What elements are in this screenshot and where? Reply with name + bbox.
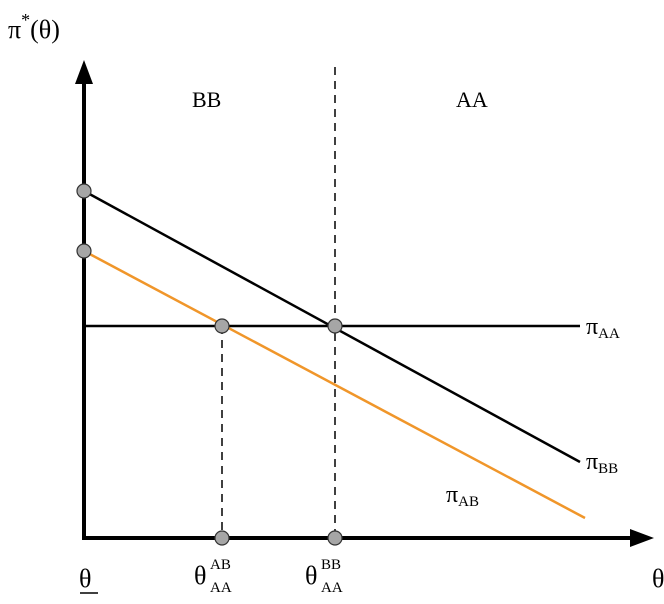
label-pi-aa-sub: AA [598, 326, 620, 342]
threshold-label-ab-sub: AA [210, 580, 232, 596]
label-pi-ab-base: π [446, 482, 458, 508]
threshold-label-ab-sup: AB [210, 557, 231, 573]
region-label-bb: BB [192, 87, 221, 112]
y-axis-label-base: π [8, 15, 21, 44]
threshold-label-bb-sub: AA [321, 580, 343, 596]
label-pi-aa: πAA [586, 314, 620, 342]
x-min-label: θ [79, 564, 91, 593]
threshold-label-bb-sup: BB [321, 557, 341, 573]
pi-ab-line [83, 249, 586, 520]
label-pi-ab-sub: AB [458, 494, 479, 510]
point-theta-ab-on-axis [214, 530, 230, 546]
label-pi-aa-base: π [586, 314, 598, 340]
y-axis-arrow-icon [75, 60, 93, 84]
y-axis-label-sup: * [21, 10, 30, 30]
y-axis-label: π*(θ) [8, 10, 60, 44]
x-axis-arrow-icon [630, 529, 654, 547]
y-axis-label-arg: (θ) [30, 15, 60, 44]
label-pi-bb: πBB [586, 449, 618, 477]
point-pi-bb-intercept [76, 183, 92, 199]
label-pi-ab: πAB [446, 482, 479, 510]
region-label-aa: AA [456, 87, 488, 112]
point-ab-crossing [214, 318, 230, 334]
point-bb-crossing [327, 318, 343, 334]
x-axis-label: θ [652, 564, 664, 593]
point-theta-bb-on-axis [327, 530, 343, 546]
threshold-label-ab-base: θ [194, 561, 206, 590]
threshold-label-bb-base: θ [305, 561, 317, 590]
label-pi-bb-sub: BB [598, 461, 618, 477]
label-pi-bb-base: π [586, 449, 598, 475]
point-pi-ab-intercept [76, 243, 92, 259]
